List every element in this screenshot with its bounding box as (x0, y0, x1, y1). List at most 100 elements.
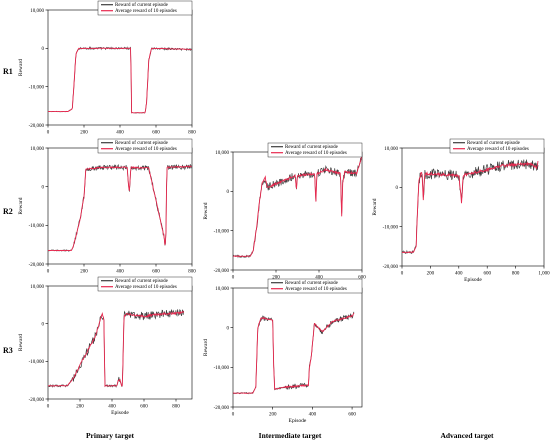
y-axis-label: Reward (372, 198, 378, 215)
series-line-average (402, 161, 539, 254)
legend-entry-average: Average reward of 10 episodes (285, 151, 347, 156)
x-tick-label: 200 (427, 272, 435, 277)
y-tick-label: 10,000 (30, 147, 44, 152)
series-line-average (233, 156, 362, 258)
column-label-advanced: Advanced target (440, 431, 494, 440)
y-tick-label: 10,000 (215, 151, 229, 156)
chart-r2-advanced: 0 200 400 600 800 1,000 -20,000 -10,000 0 10,000 R… (372, 138, 550, 283)
legend-entry-average: Average reward of 10 episodes (115, 147, 177, 152)
legend-box (449, 138, 545, 154)
x-tick-label: 0 (232, 413, 235, 418)
y-tick-label: -10,000 (383, 225, 399, 230)
x-tick-label: 400 (309, 413, 317, 418)
x-axis-label: Episode (289, 418, 307, 424)
legend-box (267, 142, 363, 158)
series-line-average (48, 47, 192, 114)
legend-box (267, 278, 363, 294)
x-tick-label: 400 (455, 272, 463, 277)
x-tick-label: 200 (76, 405, 84, 410)
y-tick-label: -10,000 (214, 229, 230, 234)
legend-entry-average: Average reward of 10 episodes (285, 287, 347, 292)
row-label-r1: R1 (3, 67, 13, 76)
legend-box (97, 138, 193, 154)
series-line-average (48, 310, 185, 387)
x-tick-label: 400 (108, 405, 116, 410)
x-tick-label: 600 (483, 272, 491, 277)
y-tick-label: -20,000 (29, 124, 45, 129)
x-tick-label: 800 (512, 272, 520, 277)
y-tick-label: 0 (42, 47, 45, 52)
legend-entry-average: Average reward of 10 episodes (115, 9, 177, 14)
chart-r3-primary: 0 200 400 600 800 -20,000 -10,000 0 10,000 Reward… (18, 276, 193, 416)
y-tick-label: 0 (396, 186, 399, 191)
series-line-average (233, 312, 355, 394)
x-tick-label: 600 (152, 131, 160, 136)
series-line-current (48, 46, 192, 114)
series-line-current (48, 163, 192, 252)
plot-frame (47, 147, 193, 265)
plot-frame (232, 287, 363, 408)
plot-frame (47, 285, 193, 400)
y-tick-label: -10,000 (29, 224, 45, 229)
y-axis-label: Reward (18, 59, 24, 76)
plot-frame (47, 9, 193, 126)
legend-entry-current: Reward of current episode (115, 141, 169, 146)
x-tick-label: 200 (80, 270, 88, 275)
x-tick-label: 600 (348, 413, 356, 418)
x-tick-label: 1,000 (538, 272, 550, 277)
y-tick-label: 10,000 (30, 9, 44, 14)
legend-entry-current: Reward of current episode (467, 141, 521, 146)
x-tick-label: 600 (358, 276, 366, 281)
y-tick-label: -20,000 (383, 265, 399, 270)
x-axis-label: Episode (111, 410, 129, 416)
series-line-current (233, 311, 355, 395)
y-tick-label: 10,000 (215, 287, 229, 292)
column-label-primary: Primary target (85, 431, 135, 440)
y-tick-label: -10,000 (29, 360, 45, 365)
x-tick-label: 400 (116, 270, 124, 275)
legend-entry-current: Reward of current episode (115, 3, 169, 8)
series-line-average (48, 165, 192, 252)
y-tick-label: 10,000 (384, 147, 398, 152)
x-axis-label: Episode (464, 277, 482, 283)
x-tick-label: 0 (47, 131, 50, 136)
x-tick-label: 0 (232, 276, 235, 281)
y-tick-label: 0 (42, 322, 45, 327)
legend-entry-average: Average reward of 10 episodes (115, 285, 177, 290)
chart-r3-intermediate: 0 200 400 600 -20,000 -10,000 0 10,000 Reward Epi… (203, 278, 363, 424)
y-tick-label: -20,000 (29, 398, 45, 403)
x-tick-label: 200 (80, 131, 88, 136)
y-tick-label: 10,000 (30, 285, 44, 290)
y-tick-label: 0 (227, 190, 230, 195)
chart-r1-primary: 0 200 400 600 800 -20,000 -10,000 0 10,000 Reward… (18, 0, 196, 136)
x-tick-label: 200 (269, 413, 277, 418)
legend-box (97, 0, 193, 16)
column-label-intermediate: Intermediate target (258, 431, 322, 440)
row-label-r2: R2 (3, 207, 13, 216)
y-axis-label: Reward (203, 202, 209, 219)
chart-r2-intermediate: 0 200 400 600 -20,000 -10,000 0 10,000 Reward Rew… (203, 142, 366, 281)
x-tick-label: 800 (188, 131, 196, 136)
y-tick-label: 0 (42, 185, 45, 190)
legend-entry-current: Reward of current episode (285, 281, 339, 286)
x-tick-label: 200 (272, 276, 280, 281)
x-tick-label: 0 (401, 272, 404, 277)
legend-box (97, 276, 193, 292)
x-tick-label: 800 (172, 405, 180, 410)
y-axis-label: Reward (18, 197, 24, 214)
x-tick-label: 400 (116, 131, 124, 136)
y-tick-label: -20,000 (214, 269, 230, 274)
legend-entry-current: Reward of current episode (115, 279, 169, 284)
y-tick-label: 0 (227, 326, 230, 331)
series-line-current (48, 308, 185, 388)
chart-r2-primary: 0 200 400 600 800 -20,000 -10,000 0 10,000 Reward… (18, 138, 196, 275)
x-tick-label: 0 (47, 270, 50, 275)
legend-entry-current: Reward of current episode (285, 145, 339, 150)
